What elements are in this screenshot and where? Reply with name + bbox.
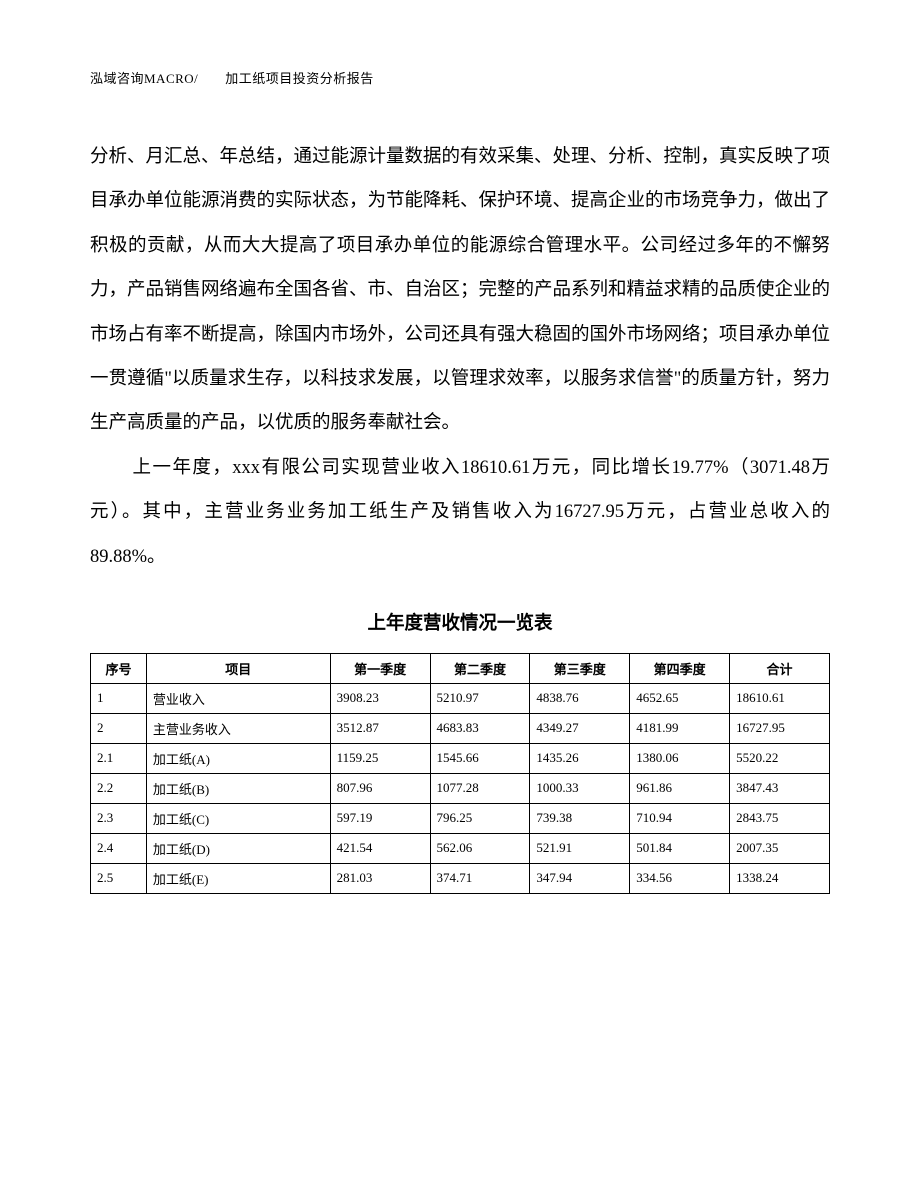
cell-q4: 1380.06 [630, 743, 730, 773]
cell-q1: 807.96 [330, 773, 430, 803]
cell-item: 主营业务收入 [146, 713, 330, 743]
table-row: 2 主营业务收入 3512.87 4683.83 4349.27 4181.99… [91, 713, 830, 743]
table-title: 上年度营收情况一览表 [90, 609, 830, 635]
cell-q3: 1435.26 [530, 743, 630, 773]
table-row: 2.3 加工纸(C) 597.19 796.25 739.38 710.94 2… [91, 803, 830, 833]
col-header-seq: 序号 [91, 653, 147, 683]
table-row: 2.2 加工纸(B) 807.96 1077.28 1000.33 961.86… [91, 773, 830, 803]
table-body: 1 营业收入 3908.23 5210.97 4838.76 4652.65 1… [91, 683, 830, 893]
col-header-q4: 第四季度 [630, 653, 730, 683]
cell-item: 加工纸(E) [146, 863, 330, 893]
cell-q2: 796.25 [430, 803, 530, 833]
cell-q2: 562.06 [430, 833, 530, 863]
revenue-table: 序号 项目 第一季度 第二季度 第三季度 第四季度 合计 1 营业收入 3908… [90, 653, 830, 894]
cell-item: 加工纸(B) [146, 773, 330, 803]
cell-q1: 597.19 [330, 803, 430, 833]
cell-total: 5520.22 [730, 743, 830, 773]
col-header-item: 项目 [146, 653, 330, 683]
cell-seq: 2.3 [91, 803, 147, 833]
cell-total: 2007.35 [730, 833, 830, 863]
cell-q3: 4349.27 [530, 713, 630, 743]
cell-total: 1338.24 [730, 863, 830, 893]
table-row: 1 营业收入 3908.23 5210.97 4838.76 4652.65 1… [91, 683, 830, 713]
cell-q4: 334.56 [630, 863, 730, 893]
table-row: 2.5 加工纸(E) 281.03 374.71 347.94 334.56 1… [91, 863, 830, 893]
cell-item: 加工纸(D) [146, 833, 330, 863]
col-header-total: 合计 [730, 653, 830, 683]
col-header-q3: 第三季度 [530, 653, 630, 683]
cell-seq: 2 [91, 713, 147, 743]
cell-q2: 4683.83 [430, 713, 530, 743]
cell-q2: 374.71 [430, 863, 530, 893]
cell-q3: 347.94 [530, 863, 630, 893]
cell-item: 加工纸(C) [146, 803, 330, 833]
cell-total: 16727.95 [730, 713, 830, 743]
cell-seq: 1 [91, 683, 147, 713]
cell-q4: 710.94 [630, 803, 730, 833]
page-header: 泓域咨询MACRO/ 加工纸项目投资分析报告 [90, 68, 830, 87]
cell-q1: 3908.23 [330, 683, 430, 713]
cell-q2: 1545.66 [430, 743, 530, 773]
cell-q3: 1000.33 [530, 773, 630, 803]
cell-seq: 2.2 [91, 773, 147, 803]
cell-total: 2843.75 [730, 803, 830, 833]
cell-q2: 1077.28 [430, 773, 530, 803]
table-row: 2.1 加工纸(A) 1159.25 1545.66 1435.26 1380.… [91, 743, 830, 773]
cell-seq: 2.1 [91, 743, 147, 773]
paragraph-2: 上一年度，xxx有限公司实现营业收入18610.61万元，同比增长19.77%（… [90, 446, 830, 579]
cell-q1: 421.54 [330, 833, 430, 863]
paragraph-1: 分析、月汇总、年总结，通过能源计量数据的有效采集、处理、分析、控制，真实反映了项… [90, 135, 830, 446]
cell-q4: 4181.99 [630, 713, 730, 743]
cell-q4: 961.86 [630, 773, 730, 803]
cell-seq: 2.5 [91, 863, 147, 893]
cell-q1: 281.03 [330, 863, 430, 893]
cell-total: 3847.43 [730, 773, 830, 803]
cell-q4: 501.84 [630, 833, 730, 863]
table-header-row: 序号 项目 第一季度 第二季度 第三季度 第四季度 合计 [91, 653, 830, 683]
cell-q4: 4652.65 [630, 683, 730, 713]
cell-seq: 2.4 [91, 833, 147, 863]
table-row: 2.4 加工纸(D) 421.54 562.06 521.91 501.84 2… [91, 833, 830, 863]
cell-q3: 4838.76 [530, 683, 630, 713]
cell-q2: 5210.97 [430, 683, 530, 713]
cell-item: 营业收入 [146, 683, 330, 713]
cell-q3: 521.91 [530, 833, 630, 863]
cell-q1: 3512.87 [330, 713, 430, 743]
body-content: 分析、月汇总、年总结，通过能源计量数据的有效采集、处理、分析、控制，真实反映了项… [90, 135, 830, 579]
cell-item: 加工纸(A) [146, 743, 330, 773]
col-header-q1: 第一季度 [330, 653, 430, 683]
header-text: 泓域咨询MACRO/ 加工纸项目投资分析报告 [90, 71, 374, 86]
cell-q1: 1159.25 [330, 743, 430, 773]
col-header-q2: 第二季度 [430, 653, 530, 683]
cell-q3: 739.38 [530, 803, 630, 833]
cell-total: 18610.61 [730, 683, 830, 713]
